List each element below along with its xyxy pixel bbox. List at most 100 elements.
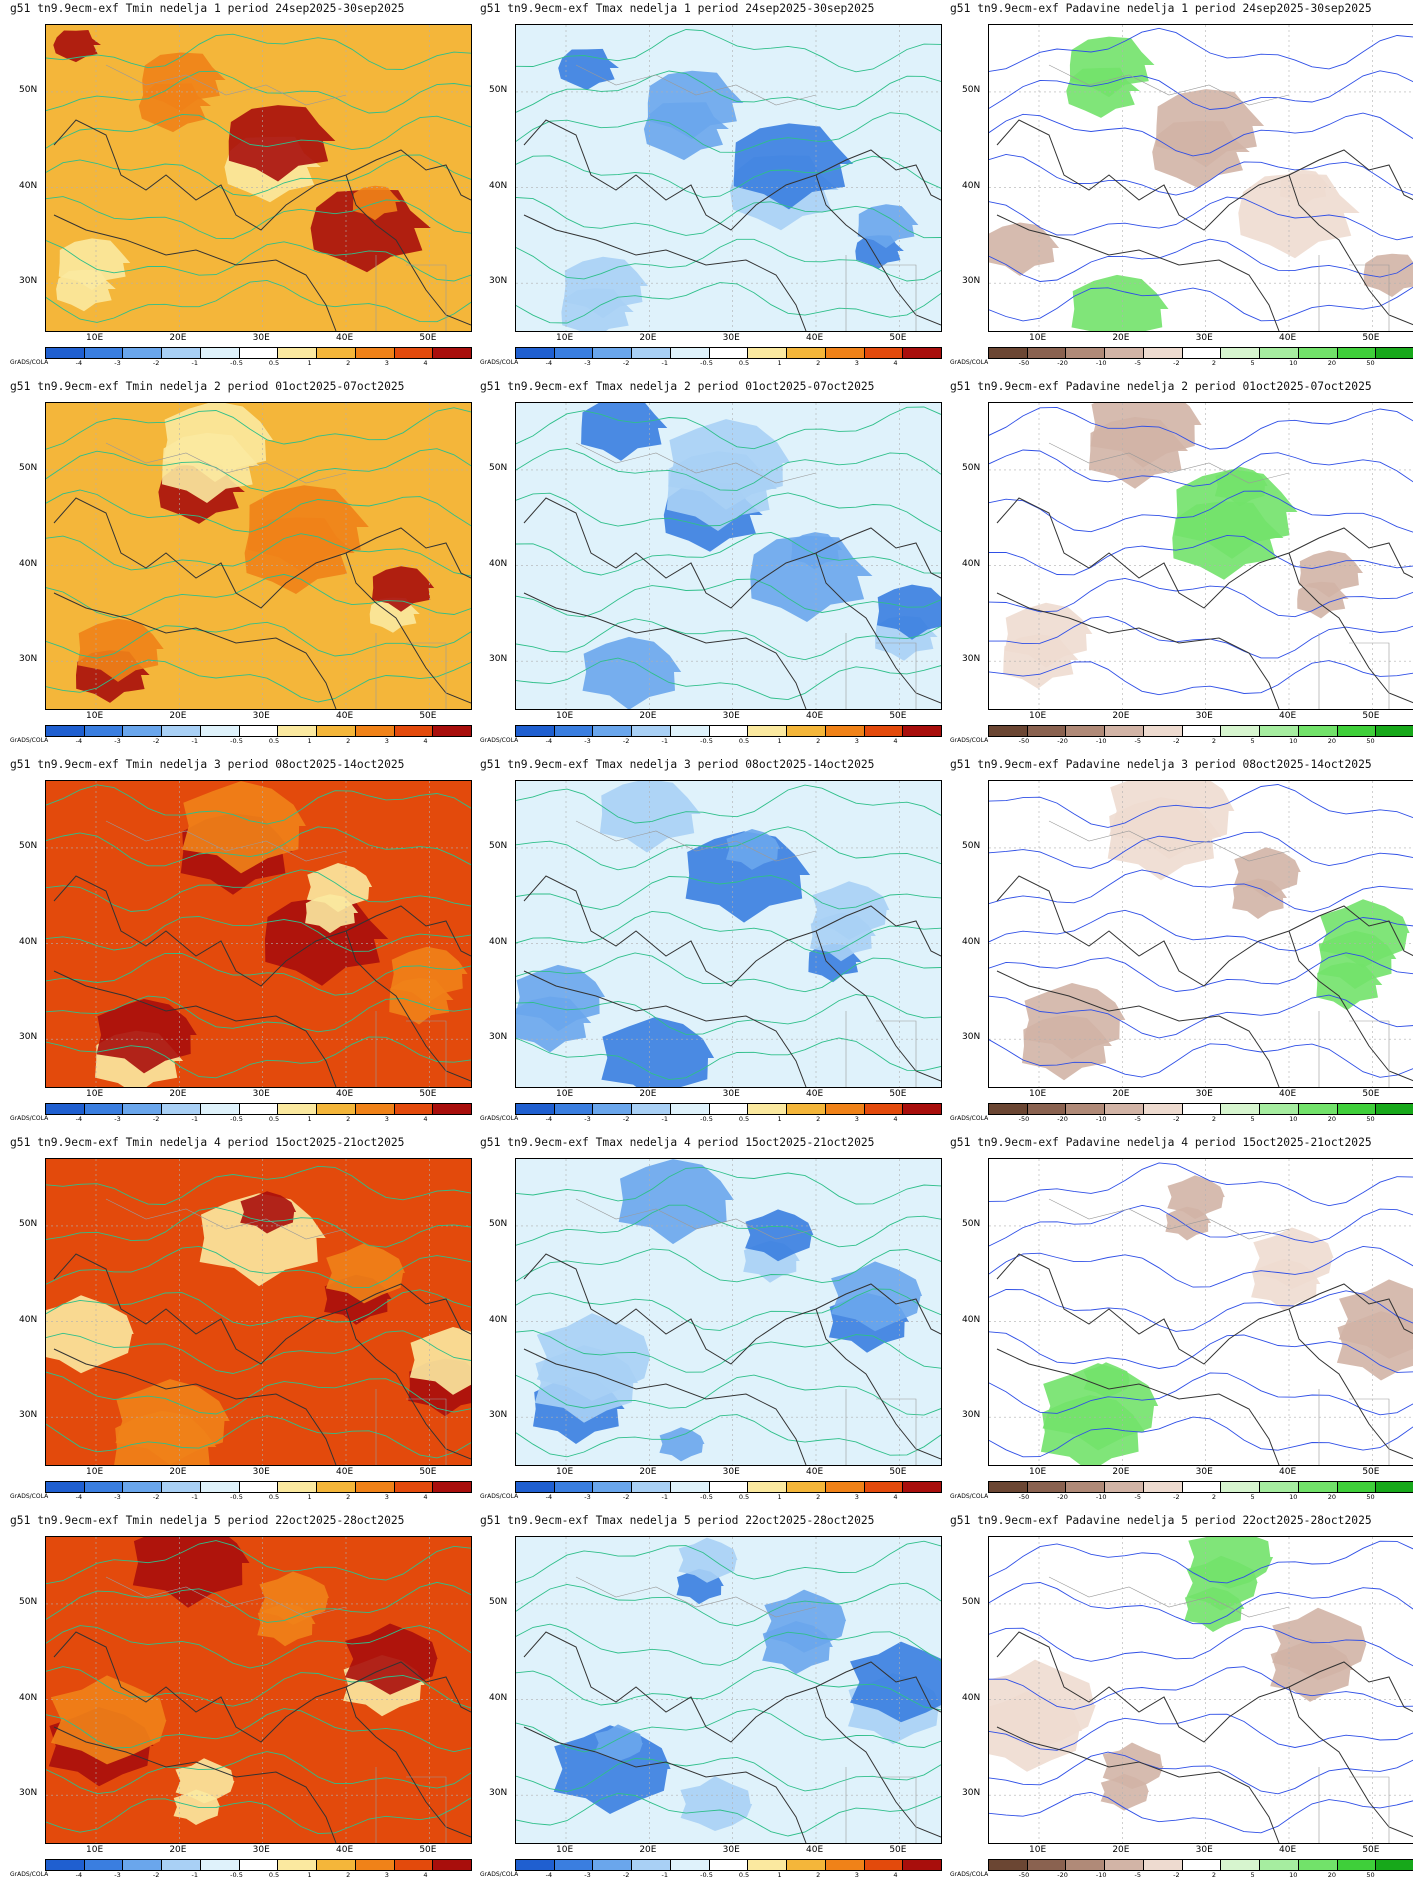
colorbar-label: 0.5 [268,1493,280,1501]
map-svg [46,1537,471,1843]
colorbar-segment [864,1104,904,1114]
colorbar-label: 2 [346,1871,351,1879]
lon-label: 20E [639,711,657,721]
lon-label: 50E [419,1089,437,1099]
colorbar-segment [1182,1860,1222,1870]
colorbar-segment [1105,1104,1144,1114]
colorbar-label: 50 [1366,359,1375,367]
colorbar-segment [787,1860,826,1870]
colorbar-label: 1 [307,737,312,745]
lon-label: 40E [806,1089,824,1099]
colorbar [45,1859,472,1871]
lon-label: 50E [419,711,437,721]
colorbar-label: -0.5 [230,359,243,367]
colorbar [988,725,1413,737]
graticule [46,1159,471,1465]
colorbar-segment [1221,1104,1261,1114]
colorbar-label: -2 [1173,359,1180,367]
colorbar-label: 3 [854,737,859,745]
colorbar-label: 2 [346,737,351,745]
colorbar-segment [748,726,788,736]
colorbar-segment [1337,348,1377,358]
colorbar-segment [433,1104,472,1114]
colorbar-segment [1182,726,1222,736]
colorbar-label: -3 [114,1115,121,1123]
colorbar-segment [1066,1482,1106,1492]
map-svg [989,781,1413,1087]
colorbar-label: -4 [545,1115,553,1123]
coastlines [523,119,941,331]
lon-label: 10E [1029,1089,1047,1099]
lat-label: 30N [489,1410,508,1421]
colorbar-segment [903,726,942,736]
lat-label: 40N [962,936,981,947]
lon-label: 40E [806,1845,824,1855]
lon-label: 30E [252,711,270,721]
colorbar-label: -0.5 [230,1115,243,1123]
colorbar-segment [1376,1104,1413,1114]
colorbar-label: -2 [1173,737,1180,745]
colorbar-label: 4 [423,1493,428,1501]
colorbar-segment [84,1482,124,1492]
colorbar-segment [554,1860,594,1870]
colorbar-label: 0.5 [738,359,750,367]
grads-credit: GrADS/COLA [480,1493,519,1500]
colorbar-segment [1337,726,1377,736]
colorbar-label: -0.5 [700,359,713,367]
colorbar-segment [670,1482,710,1492]
contour-lines [46,407,471,703]
map-area [988,1158,1413,1466]
contour-lines [46,784,471,1079]
colorbar-segment [278,1104,318,1114]
map-svg [516,403,941,709]
colorbar-label: -50 [1018,359,1030,367]
lat-label: 50N [19,462,38,473]
colorbar-segment [825,1860,865,1870]
lon-label: 50E [419,1467,437,1477]
lon-label: 30E [252,1089,270,1099]
colorbar-segment [709,1860,749,1870]
lon-label: 20E [1112,711,1130,721]
colorbar-segment [123,1482,163,1492]
colorbar-segment [278,348,318,358]
lon-label: 40E [336,711,354,721]
colorbar-segment [1221,726,1261,736]
colorbar-segment [632,1104,671,1114]
lat-label: 30N [962,654,981,665]
lon-label: 20E [169,1467,187,1477]
lon-label: 40E [1279,711,1297,721]
colorbar-label: -5 [1134,359,1142,367]
colorbar-segment [1260,1482,1299,1492]
lat-label: 50N [962,1596,981,1607]
colorbar-label: 10 [1289,1493,1298,1501]
colorbar [45,1481,472,1493]
lon-label: 10E [86,1467,104,1477]
colorbar [988,1859,1413,1871]
colorbar-label: -4 [545,1871,553,1879]
colorbar-segment [1105,726,1144,736]
lat-label: 30N [19,276,38,287]
anomaly-field [46,1191,471,1465]
colorbar-label: 2 [346,1493,351,1501]
colorbar-segment [46,1104,85,1114]
lat-label: 50N [962,1218,981,1229]
colorbar-segment [1260,1104,1299,1114]
colorbar-segment [787,726,826,736]
colorbar-label: -2 [1173,1493,1180,1501]
colorbar-segment [239,1860,279,1870]
lon-label: 10E [556,1089,574,1099]
colorbar-label: 2 [1211,359,1216,367]
lon-label: 40E [336,1089,354,1099]
colorbar-label: 4 [893,1871,898,1879]
map-panel: g51 tn9.9ecm-exf Tmax nedelja 5 period 2… [480,1512,950,1890]
colorbar-segment [239,1104,279,1114]
grads-credit: GrADS/COLA [950,359,989,366]
lat-label: 30N [19,1410,38,1421]
colorbar-label: 0.5 [268,1115,280,1123]
colorbar-segment [317,348,356,358]
colorbar-segment [709,726,749,736]
colorbar [988,1481,1413,1493]
lon-label: 50E [419,333,437,343]
lon-label: 40E [806,333,824,343]
map-area [45,1536,472,1844]
